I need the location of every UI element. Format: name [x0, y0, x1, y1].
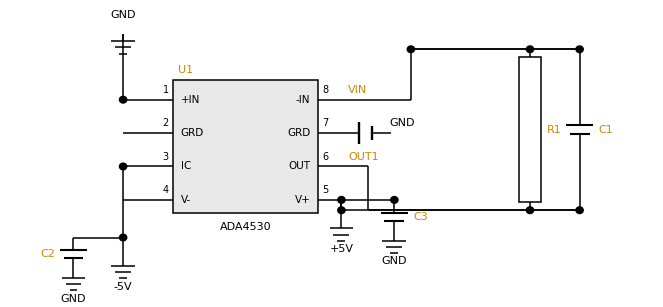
Text: C3: C3 [413, 212, 428, 222]
Text: OUT: OUT [288, 161, 310, 172]
Circle shape [526, 46, 534, 52]
Bar [519, 57, 540, 202]
Bar [173, 80, 318, 213]
Text: GND: GND [110, 10, 136, 20]
Text: R1: R1 [546, 125, 562, 135]
Text: U1: U1 [178, 65, 193, 75]
Text: 6: 6 [322, 152, 328, 161]
Circle shape [119, 163, 127, 170]
Circle shape [576, 207, 583, 214]
Circle shape [337, 196, 345, 203]
Text: C1: C1 [598, 125, 613, 135]
Circle shape [119, 96, 127, 103]
Text: GND: GND [382, 256, 407, 266]
Circle shape [391, 196, 398, 203]
Text: ADA4530: ADA4530 [219, 222, 271, 232]
Text: 7: 7 [322, 118, 328, 128]
Circle shape [526, 207, 534, 214]
Text: 3: 3 [162, 152, 169, 161]
Text: GND: GND [61, 294, 86, 304]
Text: V-: V- [180, 195, 191, 205]
Text: 1: 1 [162, 85, 169, 95]
Text: +IN: +IN [180, 95, 200, 105]
Circle shape [407, 46, 414, 52]
Text: -IN: -IN [296, 95, 310, 105]
Text: IC: IC [180, 161, 191, 172]
Text: 4: 4 [162, 185, 169, 195]
Text: -5V: -5V [114, 282, 133, 292]
Circle shape [337, 207, 345, 214]
Text: GRD: GRD [180, 128, 204, 138]
Text: OUT1: OUT1 [348, 152, 379, 161]
Text: V+: V+ [294, 195, 310, 205]
Text: 5: 5 [322, 185, 328, 195]
Text: 8: 8 [322, 85, 328, 95]
Text: 2: 2 [162, 118, 169, 128]
Text: VIN: VIN [348, 85, 367, 95]
Text: GND: GND [389, 118, 414, 128]
Text: GRD: GRD [287, 128, 310, 138]
Circle shape [119, 234, 127, 241]
Text: C2: C2 [40, 249, 55, 259]
Text: +5V: +5V [330, 244, 353, 254]
Circle shape [576, 46, 583, 52]
